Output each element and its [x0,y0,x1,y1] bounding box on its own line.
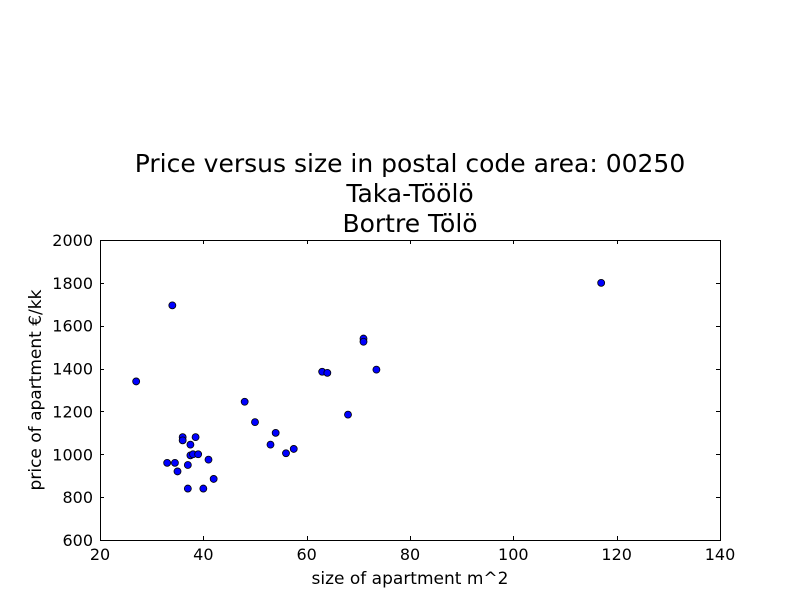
data-point [372,365,381,374]
data-point [266,440,275,449]
chart-title-line-2: Taka-Töölö [345,179,473,208]
y-tick-label: 2000 [52,231,93,250]
data-point [323,368,332,377]
data-point [344,410,352,419]
y-tick-label: 600 [62,531,93,550]
x-tick-label: 120 [601,545,632,564]
y-tick-label: 1200 [52,402,93,421]
data-point [597,278,606,287]
data-point [204,455,213,464]
data-point [194,450,203,459]
x-tick-label: 140 [705,545,736,564]
x-tick-label: 60 [296,545,316,564]
plot-frame [100,240,721,541]
data-point [209,475,218,483]
data-point [186,440,195,449]
data-point [173,467,182,476]
chart-title-line-1: Price versus size in postal code area: 0… [135,149,685,178]
axis-ticks: 20 40 60 80 100 120 140 600 800 1000 1200 1400 1600 1… [52,231,735,564]
data-point [271,428,280,437]
data-point [191,433,200,442]
x-tick-label: 20 [90,545,110,564]
data-point [199,484,208,493]
y-tick-label: 800 [62,488,93,507]
data-point [251,418,259,427]
data-point [163,458,172,467]
data-point [168,301,177,310]
x-axis-label: size of apartment m^2 [312,569,509,589]
y-tick-label: 1400 [52,360,93,379]
y-tick-label: 1600 [52,317,93,336]
data-point [359,337,368,346]
data-point [289,445,298,453]
data-point [282,449,290,458]
data-point [132,377,141,386]
data-point [183,461,192,469]
data-point [240,397,249,406]
chart-title-line-3: Bortre Tölö [342,209,477,238]
data-point [171,458,179,467]
x-tick-label: 40 [193,545,213,564]
data-point [178,436,187,445]
y-tick-label: 1000 [52,445,93,464]
x-tick-label: 80 [400,545,420,564]
data-points [132,278,606,493]
data-point [183,484,192,493]
x-tick-label: 100 [498,545,529,564]
y-axis-label: price of apartment €/kk [26,289,46,490]
y-tick-label: 1800 [52,274,93,293]
